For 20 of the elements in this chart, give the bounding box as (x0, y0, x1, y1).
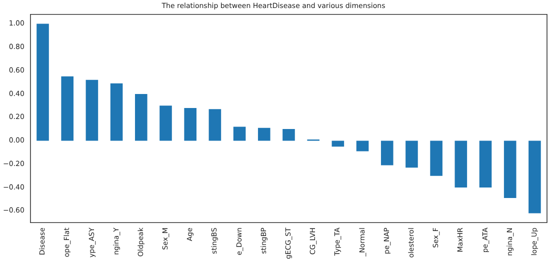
bar (528, 140, 541, 214)
bar (406, 140, 418, 168)
bar (61, 76, 74, 141)
bar (380, 140, 394, 166)
bar (86, 80, 98, 141)
bar (110, 83, 123, 141)
bar (356, 140, 369, 152)
bar (430, 140, 442, 176)
bar (36, 24, 49, 141)
bar (184, 108, 196, 141)
bar (332, 140, 344, 147)
bar (208, 109, 222, 141)
bar (134, 94, 148, 141)
bar (479, 140, 492, 188)
bar (160, 106, 172, 141)
bar (504, 140, 516, 198)
bar (454, 140, 468, 188)
bar (233, 126, 246, 141)
bar (282, 129, 295, 141)
bar (258, 128, 270, 141)
